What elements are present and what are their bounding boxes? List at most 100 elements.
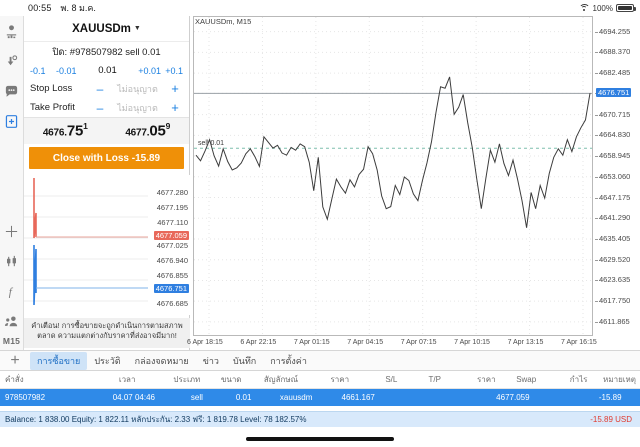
price-tick-label: 4688.370 bbox=[599, 47, 631, 57]
chart-svg bbox=[193, 16, 593, 336]
price-tick-label: 4658.945 bbox=[599, 151, 631, 161]
tab-news[interactable]: ข่าว bbox=[202, 355, 219, 366]
bottom-tab-bar: + การซื้อขาย ประวัติ กล่องจดหมาย ข่าว บั… bbox=[0, 350, 640, 371]
take-profit-minus-button[interactable]: – bbox=[96, 100, 104, 115]
col-profit[interactable]: กำไร bbox=[569, 375, 588, 384]
plus-icon[interactable]: + bbox=[10, 351, 20, 369]
time-tick-label: 7 Apr 16:15 bbox=[561, 339, 597, 346]
price-tick-label: 4653.060 bbox=[599, 171, 631, 181]
col-order[interactable]: คำสั่ง bbox=[5, 375, 24, 384]
ask-integer: 4677. bbox=[125, 127, 150, 139]
take-profit-value[interactable]: ไม่อนุญาต bbox=[117, 102, 158, 113]
tick-price-label: 4677.110 bbox=[157, 218, 188, 227]
chart-plot-area[interactable] bbox=[193, 16, 593, 336]
price-tick-label: 4617.750 bbox=[599, 296, 631, 306]
volume-plus-01[interactable]: +0.1 bbox=[165, 65, 183, 76]
cell-open-price: 4661.167 bbox=[341, 393, 375, 402]
battery-icon bbox=[616, 4, 636, 12]
cell-order: 978507982 bbox=[5, 393, 46, 402]
stop-loss-value[interactable]: ไม่อนุญาต bbox=[117, 83, 158, 94]
tick-chart[interactable]: 4677.280 4677.195 4677.110 4677.059 4677… bbox=[24, 175, 190, 315]
col-comment[interactable]: หมายเหตุ bbox=[603, 375, 636, 384]
trading-warning: คำเตือน! การซื้อขายจะถูกดำเนินการตามสภาพ… bbox=[24, 318, 190, 348]
price-tick-label: 4694.255 bbox=[599, 26, 631, 36]
col-symbol[interactable]: สัญลักษณ์ bbox=[263, 375, 299, 384]
tick-price-label: 4677.195 bbox=[156, 203, 188, 212]
cell-volume: 0.01 bbox=[235, 393, 252, 402]
table-row[interactable]: 978507982 04.07 04:46 sell 0.01 xauusdm … bbox=[0, 389, 640, 406]
quotes-icon[interactable] bbox=[0, 16, 24, 46]
tick-price-label: 4676.940 bbox=[156, 256, 188, 265]
time-axis: 6 Apr 18:15 6 Apr 22:15 7 Apr 01:15 7 Apr 0… bbox=[187, 337, 640, 350]
price-tick-label: 4670.715 bbox=[599, 109, 631, 119]
timeframe-label[interactable]: M15 bbox=[2, 336, 21, 346]
new-order-icon[interactable] bbox=[0, 106, 24, 136]
stop-loss-minus-button[interactable]: – bbox=[96, 81, 104, 96]
tick-ask-badge: 4677.059 bbox=[153, 231, 189, 240]
price-tick-label: 4629.520 bbox=[599, 254, 631, 264]
price-axis[interactable]: 4694.255 4688.370 4682.485 4676.751 4670.715… bbox=[595, 16, 640, 336]
volume-value[interactable]: 0.01 bbox=[98, 65, 117, 76]
time-tick-label: 7 Apr 10:15 bbox=[454, 339, 490, 346]
cell-type: sell bbox=[190, 393, 203, 402]
col-open-price[interactable]: ราคา bbox=[330, 375, 350, 384]
svg-text:f: f bbox=[9, 286, 14, 298]
indicators-icon[interactable]: f bbox=[0, 276, 24, 306]
stop-loss-plus-button[interactable]: + bbox=[171, 81, 179, 96]
price-tick-mark bbox=[595, 31, 598, 33]
price-tick-label: 4647.175 bbox=[599, 192, 631, 202]
tab-trade[interactable]: การซื้อขาย bbox=[30, 351, 88, 370]
wifi-icon bbox=[578, 4, 590, 12]
volume-minus-001[interactable]: -0.01 bbox=[56, 65, 77, 76]
price-tick-label: 4635.405 bbox=[599, 233, 631, 243]
take-profit-row: Take Profit – ไม่อนุญาต + bbox=[24, 98, 189, 117]
col-sl[interactable]: S/L bbox=[385, 375, 398, 384]
price-tick-mark bbox=[595, 52, 598, 54]
main-chart[interactable]: XAUUSDm, M15 sell 0.01 4694.255 4688.370 4… bbox=[187, 16, 640, 350]
total-profit: -15.89 USD bbox=[590, 415, 632, 424]
ask-price[interactable]: 4677.059 bbox=[107, 121, 190, 140]
position-line-label: sell 0.01 bbox=[198, 140, 225, 148]
cell-close-price: 4677.059 bbox=[496, 393, 530, 402]
tab-journal[interactable]: บันทึก bbox=[232, 355, 257, 366]
alerts-icon[interactable] bbox=[0, 46, 24, 76]
tab-mailbox[interactable]: กล่องจดหมาย bbox=[134, 355, 189, 366]
symbol-selector[interactable]: XAUUSDm ▼ bbox=[24, 16, 189, 42]
bid-price[interactable]: 4676.751 bbox=[24, 121, 107, 140]
col-volume[interactable]: ขนาด bbox=[220, 375, 242, 384]
account-summary-text: Balance: 1 838.00 Equity: 1 822.11 หลักป… bbox=[5, 415, 307, 424]
tab-settings[interactable]: การตั้งค่า bbox=[270, 355, 307, 366]
price-tick-mark bbox=[595, 135, 598, 137]
crosshair-icon[interactable] bbox=[0, 216, 24, 246]
stop-loss-row: Stop Loss – ไม่อนุญาต + bbox=[24, 79, 189, 98]
col-close-price[interactable]: ราคา bbox=[477, 375, 496, 384]
col-type[interactable]: ประเภท bbox=[173, 375, 201, 384]
bid-fraction: 1 bbox=[83, 121, 88, 132]
tick-price-label: 4677.280 bbox=[156, 188, 188, 197]
chat-icon[interactable] bbox=[0, 76, 24, 106]
price-tick-mark bbox=[595, 301, 598, 303]
tab-history[interactable]: ประวัติ bbox=[94, 355, 121, 366]
tick-price-label: 4676.685 bbox=[156, 299, 188, 308]
left-toolbar: f M15 bbox=[0, 16, 24, 350]
col-swap[interactable]: Swap bbox=[516, 375, 537, 384]
status-clock: 00:55 bbox=[28, 3, 52, 13]
col-tp[interactable]: T/P bbox=[428, 375, 441, 384]
home-indicator bbox=[0, 427, 640, 447]
quote-row: 4676.751 4677.059 bbox=[24, 117, 189, 144]
col-time[interactable]: เวลา bbox=[118, 375, 136, 384]
price-tick-label: 4611.865 bbox=[599, 316, 630, 326]
time-tick-label: 6 Apr 18:15 bbox=[187, 339, 223, 346]
time-tick-label: 7 Apr 04:15 bbox=[347, 339, 384, 346]
volume-plus-001[interactable]: +0.01 bbox=[138, 65, 161, 76]
volume-minus-01[interactable]: -0.1 bbox=[30, 65, 46, 76]
chart-type-icon[interactable] bbox=[0, 246, 24, 276]
time-tick-label: 7 Apr 01:15 bbox=[293, 339, 330, 346]
price-tick-mark bbox=[595, 238, 598, 240]
price-tick-mark bbox=[595, 114, 598, 116]
close-position-button[interactable]: Close with Loss -15.89 bbox=[29, 147, 184, 169]
objects-icon[interactable] bbox=[0, 306, 24, 336]
tick-price-label: 4676.855 bbox=[156, 271, 188, 280]
take-profit-plus-button[interactable]: + bbox=[171, 100, 179, 115]
